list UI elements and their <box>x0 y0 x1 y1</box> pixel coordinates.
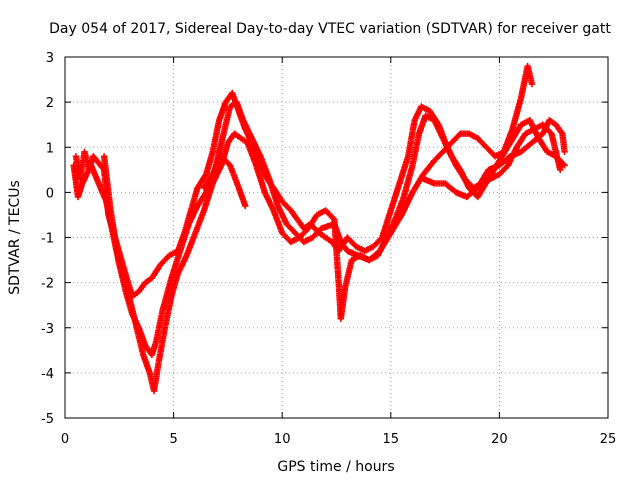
y-tick-label: -2 <box>41 277 54 292</box>
x-tick-label: 15 <box>383 432 400 447</box>
plot-area <box>70 62 568 395</box>
y-tick-label: -1 <box>41 232 54 247</box>
y-tick-label: -4 <box>41 367 54 382</box>
axis-ticks: 0 5 10 15 20 25 -5 -4 -3 -2 -1 0 1 2 3 <box>41 51 616 447</box>
data-series-3 <box>100 112 568 395</box>
x-tick-label: 0 <box>61 432 69 447</box>
y-tick-label: -5 <box>41 412 54 427</box>
data-series-2 <box>70 62 536 358</box>
y-tick-label: 0 <box>46 186 54 201</box>
y-tick-label: 3 <box>46 51 54 66</box>
y-tick-label: 1 <box>46 141 54 156</box>
x-tick-label: 25 <box>600 432 617 447</box>
y-tick-label: -3 <box>41 322 54 337</box>
x-tick-label: 10 <box>274 432 291 447</box>
chart-title: Day 054 of 2017, Sidereal Day-to-day VTE… <box>49 21 611 37</box>
x-axis-label: GPS time / hours <box>277 459 394 475</box>
y-tick-label: 2 <box>46 96 54 111</box>
data-series-1 <box>72 89 564 300</box>
data-series-4 <box>200 153 249 210</box>
plot-frame <box>64 56 609 419</box>
x-tick-label: 20 <box>491 432 508 447</box>
data-series-5 <box>420 117 568 201</box>
y-axis-label: SDTVAR / TECUs <box>7 180 23 295</box>
x-tick-label: 5 <box>169 432 177 447</box>
